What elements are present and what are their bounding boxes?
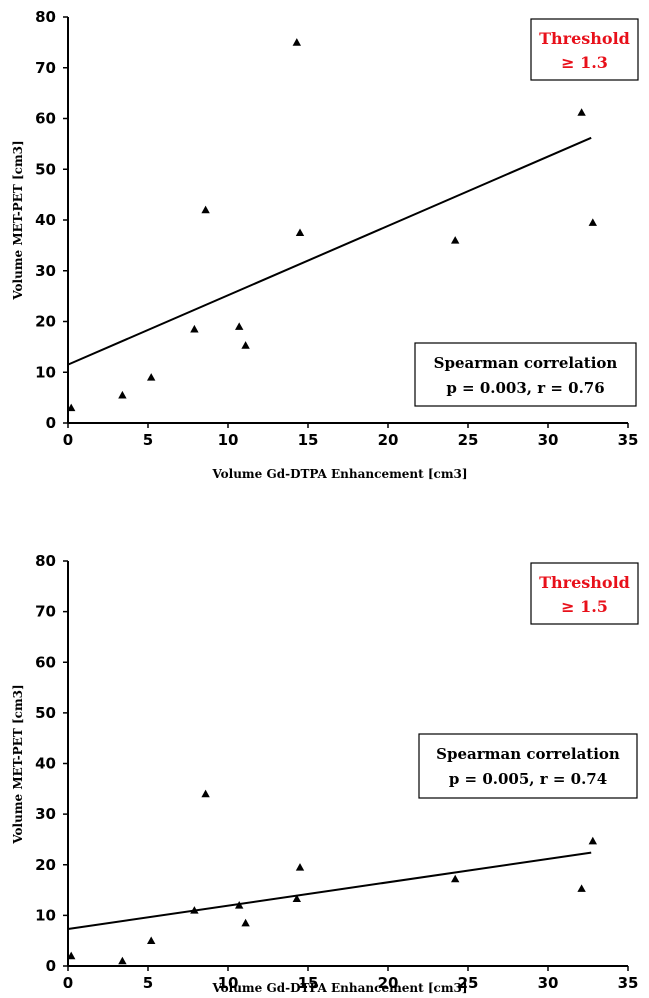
- data-point: [147, 936, 156, 945]
- data-point: [235, 322, 244, 330]
- x-axis-label: Volume Gd-DTPA Enhancement [cm3]: [211, 467, 467, 481]
- data-point: [118, 390, 127, 399]
- x-tick-label: 15: [298, 974, 319, 992]
- y-tick-label: 0: [46, 414, 56, 432]
- y-tick-label: 20: [35, 856, 56, 874]
- x-tick-label: 35: [618, 974, 639, 992]
- y-tick-label: 40: [35, 211, 56, 229]
- x-tick-label: 0: [63, 974, 73, 992]
- threshold-value: ≥ 1.3: [561, 53, 608, 72]
- trend-line: [67, 136, 592, 366]
- y-tick-label: 10: [35, 906, 56, 924]
- data-point: [588, 218, 597, 226]
- y-tick-label: 80: [35, 8, 56, 26]
- data-point: [67, 951, 76, 960]
- data-point: [201, 789, 210, 798]
- data-point: [147, 373, 156, 381]
- x-tick-label: 5: [143, 974, 153, 992]
- data-point: [235, 901, 244, 909]
- y-tick-label: 0: [46, 957, 56, 975]
- y-tick-label: 60: [35, 653, 56, 671]
- x-tick-label: 25: [458, 431, 479, 449]
- chart-panel-2: 0 10 20 30 40 50 60 70 80 0 5 10 15 20 25 30 35 Volume Gd…: [11, 552, 639, 995]
- data-point: [588, 836, 597, 845]
- stats-values: p = 0.003, r = 0.76: [446, 379, 604, 397]
- x-tick-label: 10: [218, 431, 239, 449]
- x-tick-label: 35: [618, 431, 639, 449]
- x-tick-label: 25: [458, 974, 479, 992]
- y-axis-label: Volume MET-PET [cm3]: [11, 684, 25, 844]
- stats-box: [414, 342, 637, 407]
- x-tick-label: 10: [218, 974, 239, 992]
- data-point: [577, 108, 586, 116]
- x-tick-label: 20: [378, 431, 399, 449]
- x-tick-label: 0: [63, 431, 73, 449]
- x-tick-label: 15: [298, 431, 319, 449]
- data-point: [292, 894, 301, 903]
- trend-line: [67, 851, 592, 931]
- x-axis-label: Volume Gd-DTPA Enhancement [cm3]: [211, 981, 467, 995]
- data-point: [201, 205, 210, 214]
- stats-box: [418, 733, 638, 799]
- data-point: [292, 38, 301, 46]
- y-tick-label: 40: [35, 755, 56, 773]
- x-tick-label: 30: [538, 431, 559, 449]
- y-tick-label: 60: [35, 110, 56, 128]
- y-tick-label: 50: [35, 704, 56, 722]
- x-tick-label: 30: [538, 974, 559, 992]
- data-point: [577, 884, 586, 892]
- data-point: [451, 874, 460, 883]
- data-point: [295, 863, 305, 871]
- threshold-box: [530, 562, 639, 625]
- stats-values: p = 0.005, r = 0.74: [449, 770, 607, 788]
- data-point: [190, 906, 199, 914]
- data-point: [241, 341, 250, 349]
- data-point: [67, 403, 76, 412]
- stats-title: Spearman correlation: [436, 745, 620, 763]
- stats-title: Spearman correlation: [434, 354, 618, 372]
- y-tick-label: 30: [35, 262, 56, 280]
- threshold-label: Threshold: [539, 573, 630, 592]
- x-tick-label: 5: [143, 431, 153, 449]
- y-tick-label: 70: [35, 603, 56, 621]
- threshold-value: ≥ 1.5: [561, 597, 608, 616]
- y-tick-label: 30: [35, 805, 56, 823]
- data-point: [190, 324, 199, 333]
- chart-panel-1: 0 10 20 30 40 50 60 70 80 0 5 10 15 20 25 30 35 Volume Gd…: [11, 8, 639, 481]
- y-tick-label: 10: [35, 363, 56, 381]
- y-tick-label: 20: [35, 313, 56, 331]
- y-axis-label: Volume MET-PET [cm3]: [11, 140, 25, 300]
- data-point: [451, 236, 460, 244]
- y-tick-label: 80: [35, 552, 56, 570]
- y-tick-label: 70: [35, 59, 56, 77]
- threshold-label: Threshold: [539, 29, 630, 48]
- y-tick-label: 50: [35, 160, 56, 178]
- data-point: [118, 956, 127, 965]
- data-point: [241, 918, 250, 927]
- threshold-box: [530, 18, 639, 81]
- data-point: [295, 228, 305, 237]
- x-tick-label: 20: [378, 974, 399, 992]
